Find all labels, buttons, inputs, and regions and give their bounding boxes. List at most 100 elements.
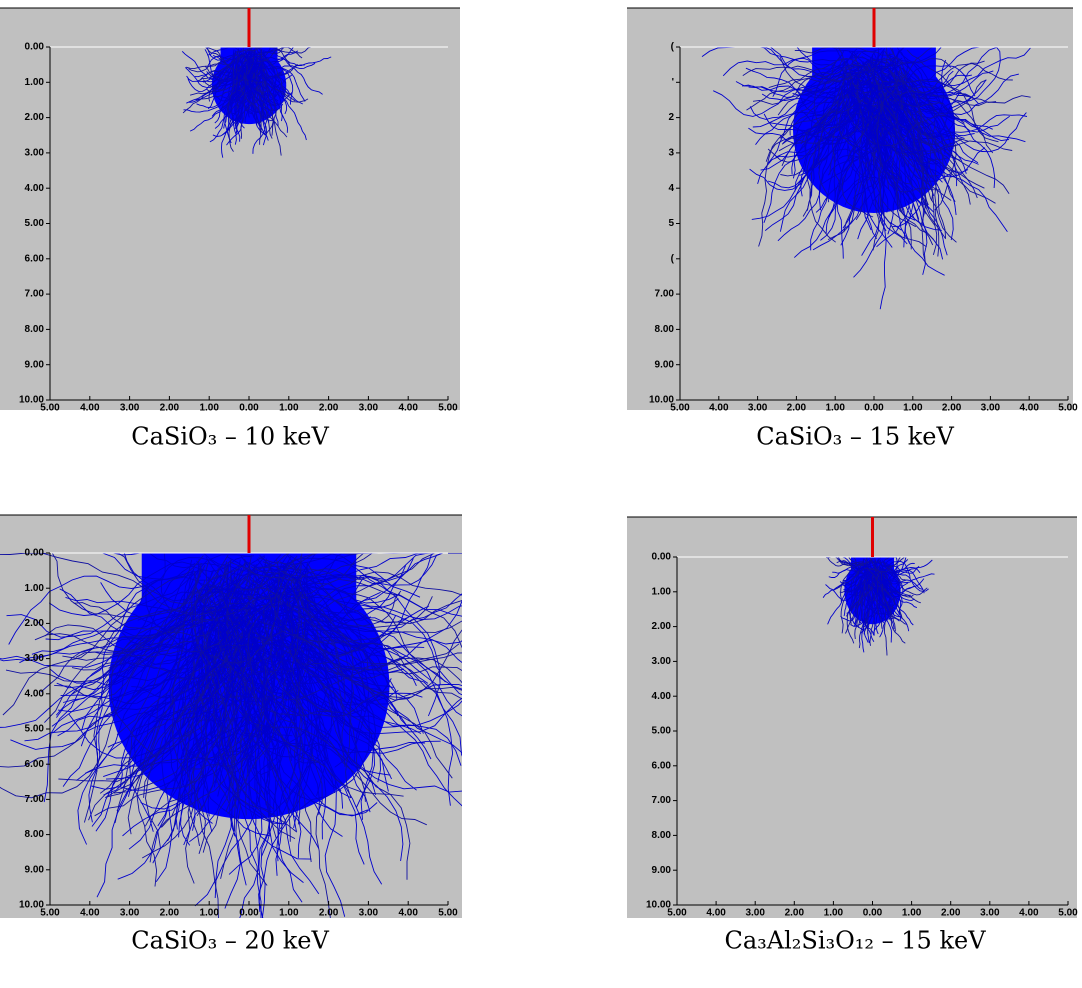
trajectory-line	[140, 555, 298, 764]
trajectory-line	[181, 50, 240, 81]
x-tick-label: 4.00	[398, 908, 418, 919]
trajectory-line	[198, 584, 223, 739]
trajectory-line	[713, 52, 859, 117]
trajectory-line	[206, 574, 272, 813]
trajectory-line	[870, 576, 891, 621]
trajectory-line	[269, 618, 462, 644]
trajectory-line	[247, 47, 294, 52]
trajectory-line	[742, 84, 853, 98]
trajectory-line	[207, 49, 255, 110]
trajectory-line	[241, 60, 269, 141]
y-tick-label: 4	[668, 183, 674, 194]
y-tick-label: 2	[668, 112, 674, 123]
trajectory-line	[828, 566, 877, 578]
trajectory-line	[860, 579, 885, 610]
trajectory-line	[829, 74, 862, 175]
x-tick-label: 1.00	[279, 403, 299, 414]
trajectory-line	[243, 565, 407, 631]
trajectory-line	[182, 52, 237, 114]
trajectory-line	[847, 94, 902, 231]
y-tick-label: (	[671, 253, 675, 264]
trajectory-line	[88, 645, 199, 823]
trajectory-line	[281, 573, 399, 703]
trajectory-line	[114, 564, 273, 823]
trajectory-line	[901, 67, 996, 189]
trajectory-line	[239, 645, 298, 918]
trajectory-line	[749, 51, 845, 120]
trajectory-line	[259, 71, 307, 141]
trajectory-line	[889, 47, 971, 205]
trajectory-line	[862, 60, 895, 152]
trajectory-line	[258, 48, 306, 102]
trajectory-line	[236, 55, 263, 133]
y-tick-label: 8.00	[655, 324, 675, 335]
trajectory-line	[758, 100, 844, 247]
trajectory-line	[290, 577, 334, 713]
trajectory-line	[905, 100, 1027, 153]
trajectory-line	[287, 617, 422, 734]
trajectory-line	[208, 596, 292, 761]
y-tick-label: 10.00	[19, 395, 44, 406]
x-tick-label: 4.00	[80, 403, 100, 414]
trajectory-line	[853, 83, 869, 191]
trajectory-line	[240, 553, 453, 648]
y-tick-label: 1.00	[25, 583, 45, 594]
y-tick-label: 7.00	[655, 289, 675, 300]
x-tick-label: 1.00	[903, 403, 923, 414]
trajectory-line	[875, 576, 885, 635]
trajectory-line	[742, 52, 862, 78]
trajectory-line	[208, 644, 303, 903]
y-tick-label: 9.00	[25, 864, 45, 875]
y-tick-label: 5.00	[25, 724, 45, 735]
y-tick-label: 3.00	[25, 653, 45, 664]
trajectory-line	[57, 559, 193, 737]
y-tick-label: 3.00	[25, 148, 45, 159]
trajectory-line	[190, 647, 261, 770]
trajectory-line	[878, 65, 976, 97]
trajectory-line	[882, 574, 921, 604]
trajectory-line	[247, 637, 404, 862]
trajectory-line	[251, 580, 462, 700]
trajectory-line	[250, 565, 353, 766]
x-tick-label: 2.00	[319, 908, 339, 919]
trajectory-line	[261, 622, 310, 857]
trajectory-line	[866, 566, 896, 606]
trajectory-line	[186, 629, 213, 833]
x-tick-label: 3.00	[745, 908, 765, 919]
trajectory-line	[858, 579, 866, 628]
trajectory-line	[196, 633, 250, 918]
trajectory-line	[848, 51, 980, 105]
x-tick-label: 4.00	[706, 908, 726, 919]
trajectory-line	[876, 570, 883, 629]
x-tick-label: 0.00	[239, 403, 259, 414]
trajectory-line	[862, 559, 909, 585]
y-tick-label: 0.00	[652, 552, 672, 563]
trajectory-line	[244, 642, 288, 776]
electron-trajectories	[0, 553, 462, 918]
trajectory-line	[281, 589, 417, 791]
trajectory-line	[262, 57, 290, 96]
trajectory-line	[900, 51, 956, 150]
trajectory-line	[214, 50, 237, 124]
trajectory-line	[218, 623, 360, 650]
trajectory-line	[899, 77, 934, 201]
trajectory-line	[257, 47, 286, 54]
y-tick-label: 7.00	[25, 289, 45, 300]
trajectory-line	[198, 553, 282, 572]
trajectory-line	[194, 589, 238, 853]
trajectory-line	[760, 61, 868, 171]
y-tick-label: 10.00	[19, 900, 44, 911]
trajectory-line	[127, 556, 266, 797]
trajectory-line	[156, 600, 257, 753]
x-tick-label: 1.00	[279, 908, 299, 919]
x-tick-label: 2.00	[160, 403, 180, 414]
x-tick-label: 1.00	[199, 403, 219, 414]
trajectory-line	[876, 90, 927, 248]
trajectory-line	[256, 69, 280, 106]
trajectory-line	[853, 565, 865, 601]
trajectory-line	[890, 69, 1013, 151]
trajectory-line	[105, 559, 241, 780]
caption: CaSiO₃ – 10 keV	[131, 423, 329, 451]
y-tick-label: 7.00	[652, 795, 672, 806]
trajectory-line	[302, 593, 462, 646]
